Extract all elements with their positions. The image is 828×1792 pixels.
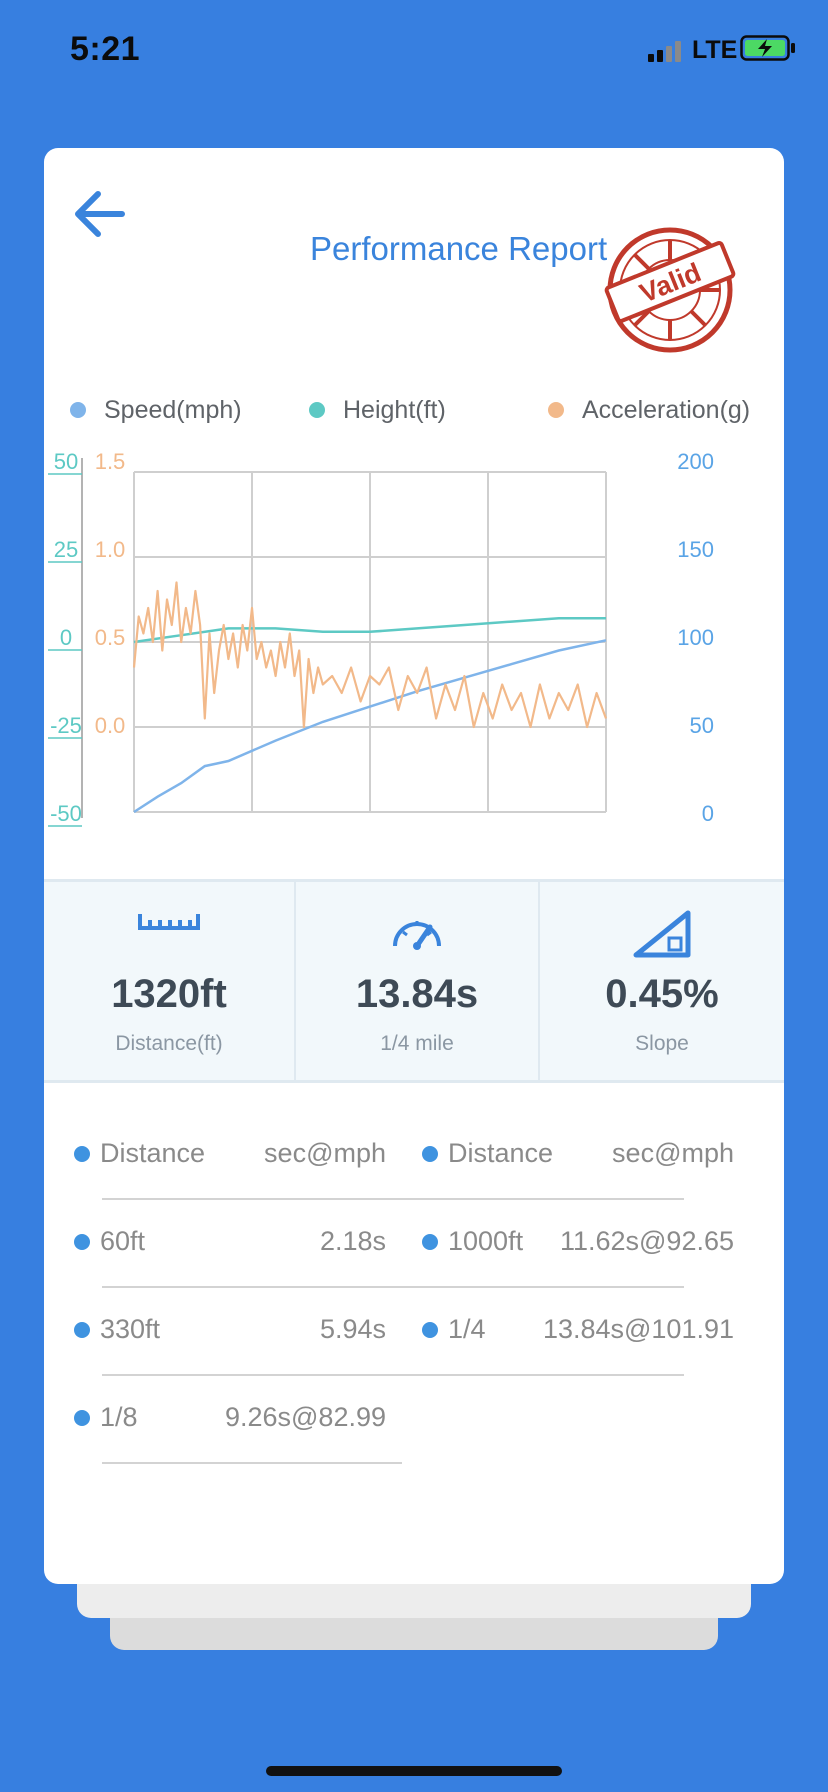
speed-tick-label: 200 [677,449,714,474]
height-tick-label: -50 [50,801,82,826]
row-divider [102,1198,684,1200]
bullet-dot [74,1410,90,1426]
table-row-time: 11.62s@92.65 [559,1226,734,1256]
table-row-distance: 60ft [100,1226,146,1256]
bullet-dot [74,1322,90,1338]
stat-distance-label: Distance(ft) [115,1032,223,1055]
acceleration-series-line [132,581,608,729]
slope-icon [633,910,691,958]
stat-slope-value: 0.45% [605,972,719,1016]
back-arrow-icon[interactable] [66,186,136,242]
speed-series-line [133,639,607,814]
legend-speed: Speed(mph) [70,392,242,428]
speed-dot [70,402,86,418]
acceleration-dot [548,402,564,418]
acceleration-tick-label: 0.0 [95,713,126,738]
stat-slope: 0.45% Slope [540,882,784,1080]
battery-icon [740,35,795,61]
table-header-secmph: sec@mph [612,1138,734,1168]
valid-stamp-icon: Valid [604,227,736,353]
table-row-time: 13.84s@101.91 [542,1314,734,1344]
speedometer-icon [393,921,441,950]
performance-chart: 50 25 0 -25 -50 1.5 1.0 0.5 0.0 200 150 100 50 0 [48,449,714,827]
bullet-dot [74,1146,90,1162]
stat-distance: 1320ft Distance(ft) [44,882,294,1080]
stat-time-value: 13.84s [355,972,479,1016]
row-divider [102,1462,402,1464]
legend-acceleration-label: Acceleration(g) [582,395,751,424]
bullet-dot [74,1234,90,1250]
divider [538,882,540,1080]
stat-distance-value: 1320ft [111,972,227,1016]
height-tick-label: 25 [54,537,78,562]
table-row-distance: 1/8 [100,1402,138,1432]
table-header-distance: Distance [100,1138,206,1168]
table-row-time: 5.94s [319,1314,386,1344]
speed-tick-label: 0 [702,801,714,826]
home-indicator [266,1766,562,1776]
height-series-line [133,616,606,644]
bullet-dot [422,1234,438,1250]
legend-speed-label: Speed(mph) [104,395,242,424]
divider [294,882,296,1080]
signal-icon [648,41,681,62]
table-header-secmph: sec@mph [264,1138,386,1168]
acceleration-tick-label: 0.5 [95,625,126,650]
stat-slope-label: Slope [635,1032,689,1055]
acceleration-tick-label: 1.5 [95,449,126,474]
height-tick-label: 50 [54,449,78,474]
table-row-distance: 1/4 [448,1314,486,1344]
ruler-icon [138,914,200,930]
table-header-distance: Distance [448,1138,554,1168]
table-row-distance: 1000ft [448,1226,524,1256]
stats-panel: 1320ft Distance(ft) 13.84s 1/4 mile [44,879,784,1083]
report-card: Performance Report Valid Speed(mph) Heig… [44,148,784,1584]
table-row-distance: 330ft [100,1314,161,1344]
height-dot [309,402,325,418]
table-row-time: 2.18s [319,1226,386,1256]
status-time: 5:21 [70,30,141,68]
speed-tick-label: 50 [690,713,714,738]
row-divider [102,1374,684,1376]
speed-tick-label: 100 [677,625,714,650]
status-bar: 5:21 LTE [0,0,828,100]
height-tick-label: 0 [60,625,72,650]
bullet-dot [422,1322,438,1338]
stat-quarter-mile: 13.84s 1/4 mile [296,882,538,1080]
legend-height: Height(ft) [309,392,446,428]
acceleration-tick-label: 1.0 [95,537,126,562]
height-tick-label: -25 [50,713,82,738]
bullet-dot [422,1146,438,1162]
speed-tick-label: 150 [677,537,714,562]
page-title: Performance Report [310,230,608,267]
table-row-time: 9.26s@82.99 [224,1402,386,1432]
network-label: LTE [692,36,738,64]
legend-acceleration: Acceleration(g) [548,392,750,428]
stat-time-label: 1/4 mile [380,1032,454,1055]
row-divider [102,1286,684,1288]
legend-height-label: Height(ft) [343,395,446,424]
